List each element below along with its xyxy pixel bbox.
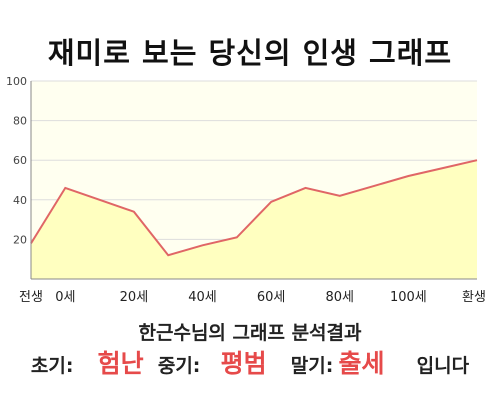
y-tick-label: 60 [13,154,27,167]
x-tick-label: 80세 [326,290,355,305]
mid-value: 평범 [220,349,267,378]
axes [30,81,477,280]
x-tick-labels: 전생 0세 20세 40세 60세 80세 100세 환생 [19,290,486,305]
result-heading: 한근수님의 그래프 분석결과 [138,322,362,344]
x-tick-label: 환생 [462,290,486,305]
late-value: 출세 [338,349,385,378]
late-label: 말기: [290,355,334,377]
y-tick-label: 100 [6,75,27,88]
x-tick-label: 60세 [257,290,286,305]
y-tick-label: 20 [13,233,27,246]
result-ending: 입니다 [416,355,470,377]
y-tick-labels: 20 40 60 80 100 [6,75,27,246]
x-tick-label: 40세 [188,290,217,305]
result-summary: 초기: 험난 중기: 평범 말기: 출세 입니다 [0,344,500,380]
y-tick-label: 80 [13,115,27,128]
x-tick-label: 0세 [55,290,75,305]
x-tick-label: 전생 [19,290,43,305]
life-graph-chart: 20 40 60 80 100 전생 0세 20세 40세 60세 80세 100세 환생 [6,75,486,305]
x-tick-label: 100세 [390,290,427,305]
early-value: 험난 [97,349,144,378]
y-tick-label: 40 [13,194,27,207]
mid-label: 중기: [157,355,201,377]
page-title: 재미로 보는 당신의 인생 그래프 [47,36,453,70]
life-series-line [30,159,478,257]
x-tick-label: 20세 [120,290,149,305]
early-label: 초기: [30,355,74,377]
